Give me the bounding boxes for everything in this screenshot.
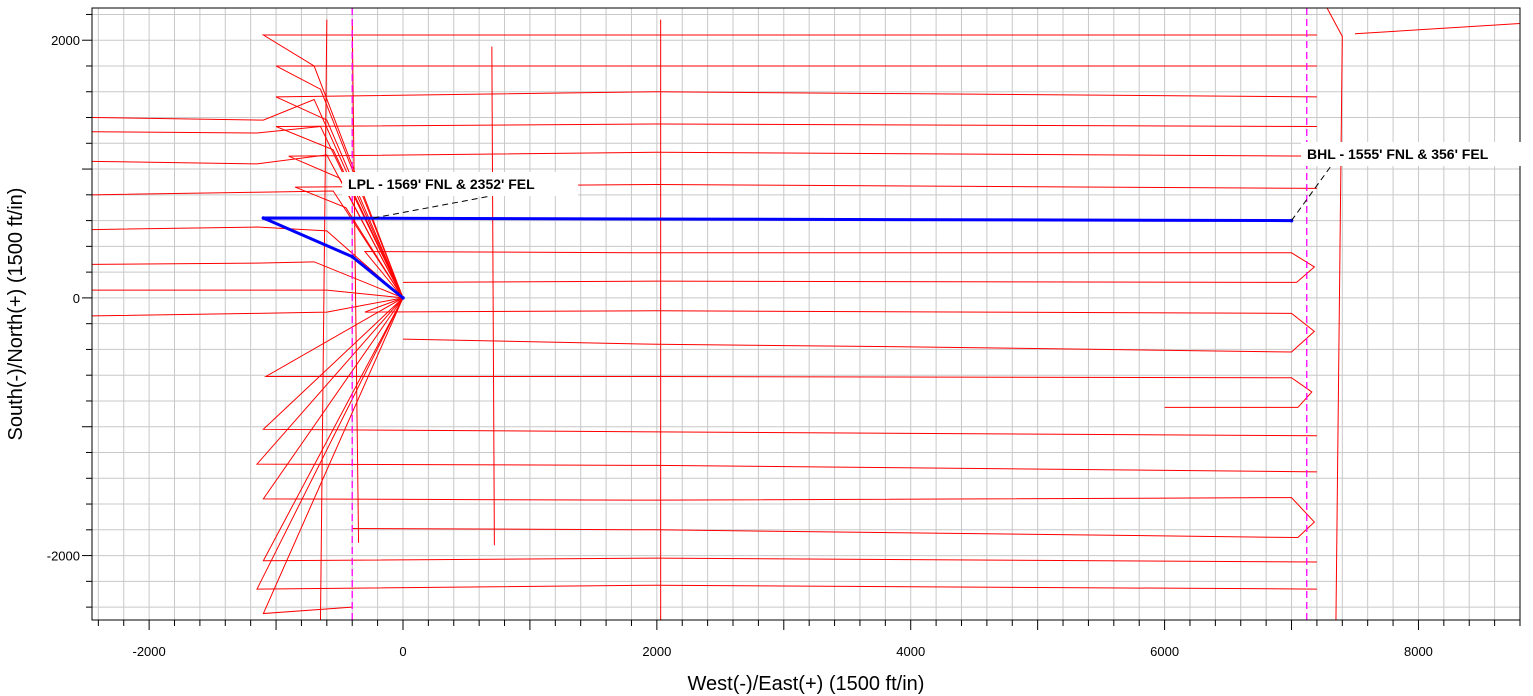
offset-wellpath [91,226,404,299]
planned-wellpath-point [350,254,355,259]
offset-wellpath [262,297,404,615]
annotation-box [1301,142,1533,166]
offset-wellpath [262,297,1316,539]
x-tick-label: 2000 [642,644,671,659]
offset-wellpath [364,297,1316,353]
annotations: LPL - 1569' FNL & 2352' FEL BHL - 1555' F… [342,142,1533,221]
y-tick-label: 0 [73,291,80,306]
plot-frame [91,7,1521,621]
annotation-box [342,172,579,196]
offset-wellpath [1326,7,1343,621]
offset-wellpath [255,297,1317,473]
planned-wellpath-point [261,216,266,220]
x-tick-label: 4000 [896,644,925,659]
offset-wellpath [351,19,360,543]
offset-wellpath [491,46,495,546]
planned-wellpath-point [401,296,405,300]
annotation-leader [1291,165,1332,221]
x-tick-label: 6000 [1150,644,1179,659]
x-axis-title: West(-)/East(+) (1500 ft/in) [688,673,925,695]
offset-wellpath [92,289,404,299]
y-tick-label: 2000 [51,33,80,48]
annotation-leader [373,195,492,219]
x-tick-label: -2000 [132,644,165,659]
offset-wellpath [262,297,1317,437]
offset-wellpath [264,297,1313,408]
annotation-label: LPL - 1569' FNL & 2352' FEL [348,176,535,192]
lease-lines [351,8,1308,620]
offset-wellpath [363,251,1316,299]
offset-wellpath [91,190,404,299]
offset-wellpath [262,297,1317,563]
y-tick-label: -2000 [47,549,80,564]
offset-wellpath [91,261,404,299]
offset-wellpath [91,126,404,299]
offset-wells [91,7,1521,621]
offset-wellpath [261,34,1317,299]
offset-wellpath [275,123,1317,299]
axis-ticks: -2000 0 2000 4000 6000 8000 -2000 0 2000 [47,13,1521,659]
planned-wellpath-line [262,216,1292,300]
offset-wellpath [256,297,1317,590]
offset-wellpath [1354,22,1521,35]
grid [92,8,1521,620]
y-axis-title: South(-)/North(+) (1500 ft/in) [5,188,27,441]
offset-wellpath [91,297,404,317]
x-tick-label: 8000 [1404,644,1433,659]
planned-wellpath [261,216,1294,300]
offset-wellpath [91,98,404,299]
annotation-label: BHL - 1555' FNL & 356' FEL [1307,146,1489,162]
offset-wellpath [294,184,1317,299]
offset-wellpath [319,19,328,621]
x-tick-label: 0 [399,644,406,659]
